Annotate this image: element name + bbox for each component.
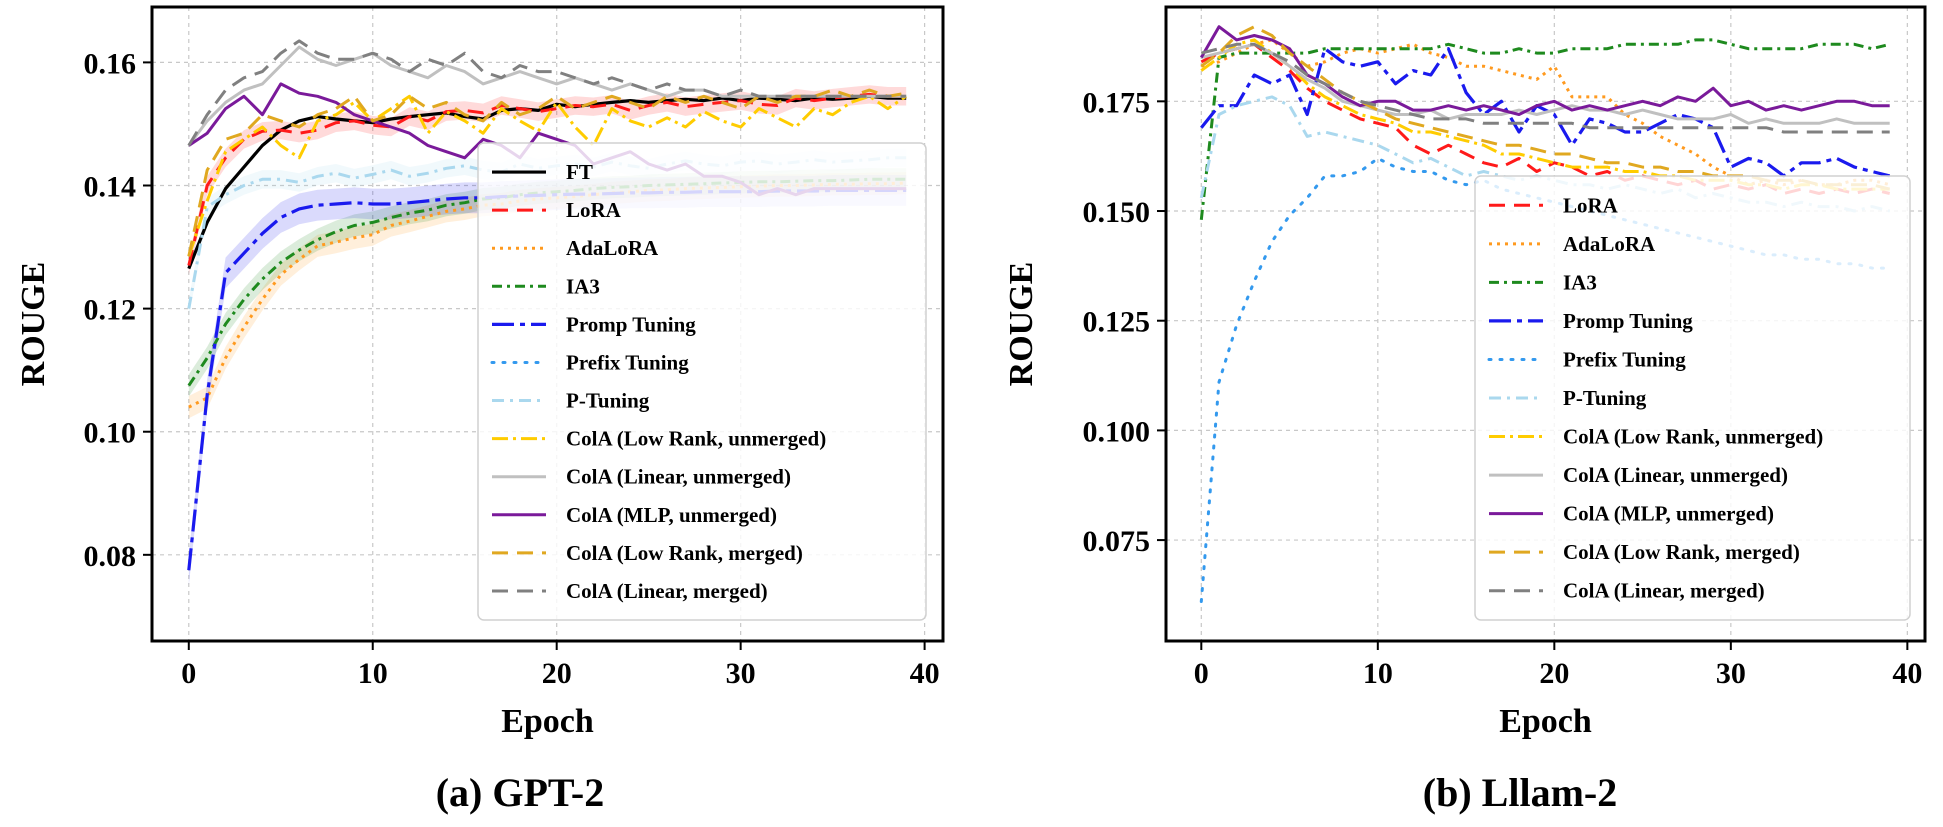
- y-tick-label: 0.125: [1083, 306, 1151, 339]
- legend-label-ia3: IA3: [1563, 270, 1597, 294]
- legend-box: [1474, 175, 1911, 621]
- legend-label-cola-linear-unmerged: ColA (Linear, unmerged): [1563, 463, 1788, 487]
- x-tick-label: 0: [181, 657, 196, 690]
- x-tick-label: 30: [726, 657, 756, 690]
- y-tick-label: 0.075: [1083, 525, 1151, 558]
- series-line-cola-linear-merged: [1200, 42, 1890, 134]
- band-lora: [188, 85, 907, 275]
- legend-label-cola-linear-merged: ColA (Linear, merged): [566, 579, 768, 603]
- legend-label-cola-low-rank-unmerged: ColA (Low Rank, unmerged): [566, 427, 826, 451]
- series-line-ia3: [1199, 38, 1891, 220]
- legend-label-p-tuning: P-Tuning: [1563, 386, 1647, 410]
- legend-label-adalora: AdaLoRA: [1563, 232, 1656, 256]
- legend: LoRA AdaLoRA IA3 Promp Tuning Prefix Tuning P…: [1474, 175, 1911, 621]
- y-axis-label: ROUGE: [15, 262, 52, 387]
- legend-label-ft: FT: [566, 160, 593, 184]
- x-tick-label: 0: [1194, 657, 1209, 690]
- band-ia3: [188, 168, 907, 397]
- x-tick-label: 40: [1892, 657, 1922, 690]
- legend-label-p-tuning: P-Tuning: [566, 389, 650, 413]
- series-line-lora: [1200, 42, 1891, 195]
- legend-label-adalora: AdaLoRA: [566, 236, 659, 260]
- y-tick-label: 0.10: [84, 417, 137, 450]
- y-tick-label: 0.08: [84, 540, 137, 573]
- legend-label-cola-linear-merged: ColA (Linear, merged): [1563, 579, 1765, 603]
- legend-label-prefix-tuning: Prefix Tuning: [566, 350, 689, 374]
- legend-label-ia3: IA3: [566, 274, 600, 298]
- legend-label-prefix-tuning: Prefix Tuning: [1563, 347, 1686, 371]
- legend-label-cola-mlp-unmerged: ColA (MLP, unmerged): [566, 503, 777, 527]
- y-tick-label: 0.150: [1083, 196, 1151, 229]
- y-tick-label: 0.100: [1083, 415, 1151, 448]
- x-tick-label: 20: [542, 657, 572, 690]
- series-line-lora: [187, 92, 907, 266]
- x-axis-label: Epoch: [501, 703, 594, 740]
- band-adalora: [188, 172, 907, 419]
- x-axis-label: Epoch: [1499, 703, 1592, 740]
- series-line-cola-linear-unmerged: [1200, 42, 1890, 125]
- x-tick-label: 30: [1716, 657, 1746, 690]
- y-tick-label: 0.16: [84, 47, 137, 80]
- axes-frame: [1164, 5, 1927, 643]
- legend-label-cola-low-rank-merged: ColA (Low Rank, merged): [1563, 540, 1800, 564]
- legend-label-promp-tuning: Promp Tuning: [1563, 309, 1693, 333]
- y-tick-label: 0.14: [84, 171, 137, 204]
- panel-gpt2: 0 10 20 30 40 0.08 0.10 0.12 0.14 0.16 Epoch ROUGE (…: [15, 5, 945, 815]
- legend-label-promp-tuning: Promp Tuning: [566, 312, 696, 336]
- series-line-cola-linear-merged: [187, 39, 907, 147]
- y-axis-label: ROUGE: [1003, 262, 1040, 387]
- series-line-cola-low-rank-unmerged: [1200, 38, 1890, 191]
- legend-label-cola-mlp-unmerged: ColA (MLP, unmerged): [1563, 502, 1774, 526]
- series-line-cola-low-rank-merged: [1200, 25, 1891, 191]
- series-line-promp-tuning: [1200, 47, 1891, 178]
- axes-frame: [150, 5, 945, 643]
- legend-label-cola-low-rank-unmerged: ColA (Low Rank, unmerged): [1563, 425, 1823, 449]
- y-tick-label: 0.175: [1083, 86, 1151, 119]
- legend-label-lora: LoRA: [566, 198, 622, 222]
- legend-label-cola-low-rank-merged: ColA (Low Rank, merged): [566, 541, 803, 565]
- legend-label-lora: LoRA: [1563, 193, 1619, 217]
- x-tick-label: 20: [1539, 657, 1569, 690]
- panel-caption: (b) Lllam-2: [1423, 770, 1617, 815]
- legend-label-cola-linear-unmerged: ColA (Linear, unmerged): [566, 465, 791, 489]
- x-tick-label: 40: [910, 657, 940, 690]
- panel-llama2: 0 10 20 30 40 0.075 0.100 0.125 0.150 0.175 Epoch R…: [1003, 5, 1927, 815]
- x-tick-label: 10: [358, 657, 388, 690]
- legend: FT LoRA AdaLoRA IA3 Promp Tuning Prefix Tunin…: [477, 142, 927, 621]
- series-line-ft: [187, 94, 907, 270]
- series-line-cola-low-rank-merged: [187, 88, 907, 257]
- series-line-adalora: [1200, 38, 1891, 187]
- series-line-cola-low-rank-unmerged: [187, 94, 908, 257]
- legend-box: [477, 142, 927, 621]
- y-tick-label: 0.12: [84, 294, 137, 327]
- x-tick-label: 10: [1363, 657, 1393, 690]
- panel-caption: (a) GPT-2: [436, 770, 605, 815]
